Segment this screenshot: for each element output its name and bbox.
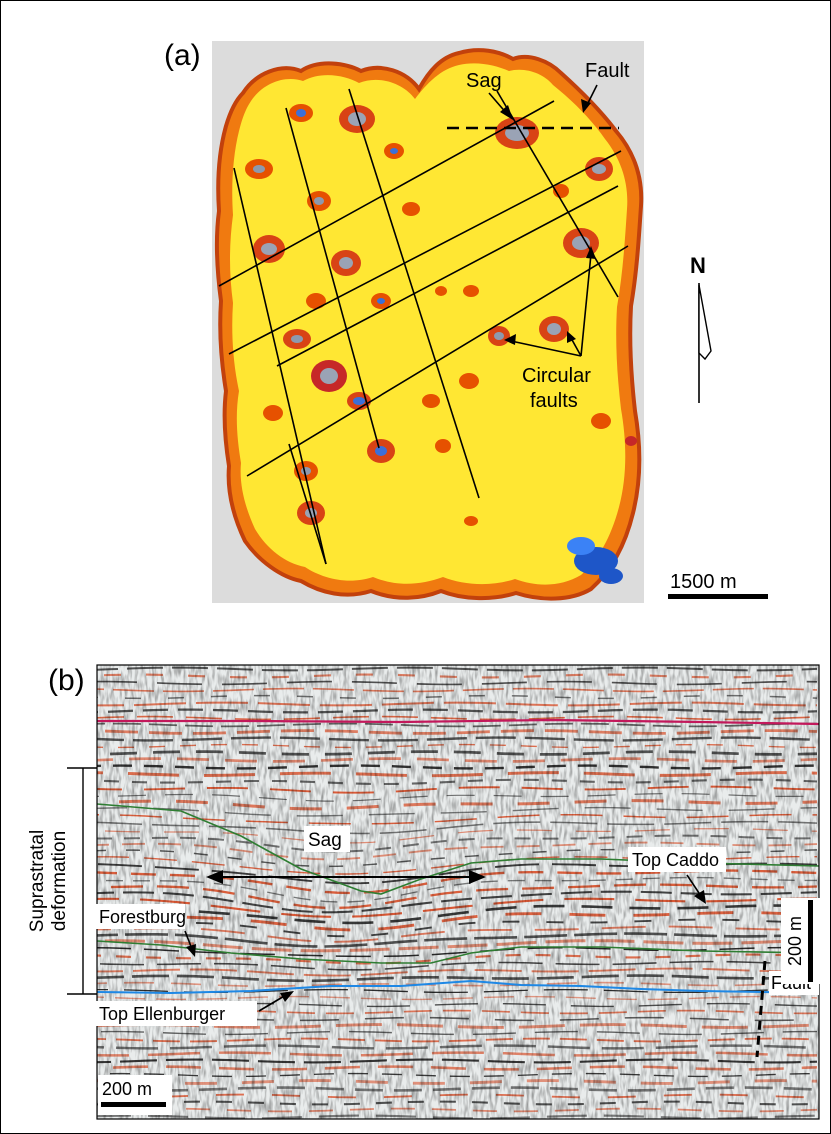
survey-interior: [230, 63, 628, 585]
sag-annotation-a: Sag: [466, 70, 513, 120]
cf-arrow-1: [510, 340, 582, 357]
horizon-top-caddo: [97, 803, 819, 895]
cf-arrowhead-2: [567, 331, 576, 343]
seismic-noise-overlay: [97, 665, 819, 1119]
sag-label-b-box: [304, 826, 350, 852]
top-ellenburger-arrow: [258, 994, 287, 1012]
seismic-lines: [218, 88, 629, 565]
fault-annotation-a: Fault: [581, 60, 630, 113]
scale-horizontal-box: [98, 1075, 172, 1115]
sag-double-arrow-right: [469, 870, 486, 884]
horizon-magenta: [97, 718, 819, 726]
scale-bar-a-label: 1500 m: [670, 571, 737, 593]
scale-horizontal-bar: [101, 1102, 166, 1107]
cf-arrow-2: [570, 337, 582, 357]
fault-arrowhead-a: [581, 99, 591, 113]
sag-double-arrow-left: [206, 870, 223, 884]
seismic-section: [97, 665, 819, 1119]
fault-label-a: Fault: [585, 60, 630, 82]
cf-arrowhead-1: [504, 334, 516, 345]
sag-annotation-b: Sag: [206, 826, 486, 884]
top-caddo-box: [628, 847, 726, 872]
scale-vertical-bar: [808, 900, 813, 982]
seismic-frame: [96, 664, 820, 1120]
forestburg-box: [95, 904, 185, 929]
top-ellenburger-label: Top Ellenburger: [99, 1004, 225, 1024]
circular-faults-annotation: Circular faults: [504, 246, 596, 412]
anomaly-spots: [245, 104, 637, 584]
scale-bar-a: 1500 m: [668, 571, 768, 599]
scale-horizontal-label: 200 m: [102, 1079, 152, 1099]
top-caddo-label: Top Caddo: [632, 850, 719, 870]
scale-vertical-label: 200 m: [785, 916, 805, 966]
top-ellenburger-annotation: Top Ellenburger: [95, 991, 294, 1026]
forestburg-annotation: Forestburg: [95, 904, 196, 957]
north-label: N: [690, 253, 706, 278]
panel-b-label: (b): [48, 664, 85, 697]
top-caddo-annotation: Top Caddo: [628, 847, 726, 904]
panel-a: (a): [164, 39, 768, 603]
scale-bar-horizontal: 200 m: [98, 1075, 172, 1115]
scale-vertical-box: [781, 898, 821, 984]
circular-faults-label-line1: Circular: [522, 365, 591, 387]
north-arrow: N: [690, 253, 712, 403]
horizon-top-ellenburger: [97, 979, 819, 995]
panel-a-label: (a): [164, 39, 201, 72]
attribute-map: [212, 41, 644, 603]
cf-arrow-3: [580, 253, 592, 357]
fault-arrow-a: [586, 84, 598, 106]
suprastratal-bracket: Suprastratal deformation: [27, 767, 97, 995]
top-caddo-arrow: [686, 874, 702, 897]
panel-b: (b) Suprastratal deformation Sag: [27, 664, 821, 1120]
scale-bar-a-bar: [668, 594, 768, 599]
sag-arrowhead-a: [500, 105, 513, 120]
top-ellenburger-box: [95, 1001, 257, 1026]
sag-label-a: Sag: [466, 70, 502, 92]
top-caddo-arrowhead: [694, 890, 706, 904]
cf-arrowhead-3: [586, 246, 596, 259]
circular-faults-label-line2: faults: [530, 390, 578, 412]
suprastratal-label-line1: Suprastratal: [27, 830, 48, 932]
suprastratal-label-line2: deformation: [49, 831, 70, 931]
sag-label-b: Sag: [308, 830, 342, 851]
horizon-forestburg: [97, 940, 819, 964]
scale-bar-vertical: 200 m: [781, 898, 821, 984]
forestburg-label: Forestburg: [99, 907, 186, 927]
north-arrow-head: [698, 284, 712, 361]
forestburg-arrowhead: [186, 944, 196, 957]
fault-trace-b: [755, 960, 767, 1058]
top-ellenburger-arrowhead: [280, 991, 294, 1002]
